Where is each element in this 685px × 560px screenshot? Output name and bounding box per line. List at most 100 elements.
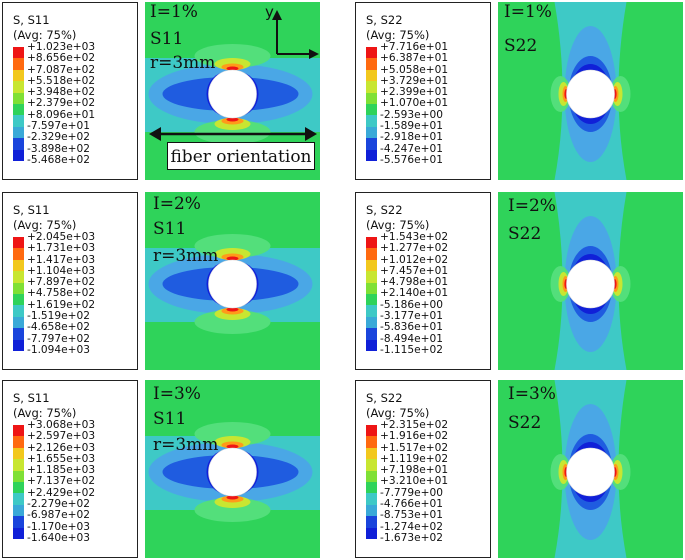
legend-value: +7.457e+01 (380, 264, 449, 277)
legend-value: -8.753e+01 (380, 509, 444, 522)
colorbar-cell (366, 271, 377, 283)
colorbar-cell (366, 293, 377, 306)
load-level-label: I=1% (504, 2, 552, 22)
colorbar-cell (13, 103, 24, 116)
hole (566, 447, 615, 497)
tension-lobe-red (226, 117, 239, 122)
legend-values: +2.045e+03 +1.731e+03 +1.417e+03 +1.104e+03… (27, 231, 96, 356)
colorbar-cell (366, 459, 377, 471)
s11-contour-plot-row1: I=1% S11 r=3mm y x fiber orientation (145, 2, 320, 180)
legend-value: +1.655e+03 (27, 452, 96, 465)
s11-legend-row2: S, S11 (Avg: 75%) +2.045e+03 +1.731e+03 +1.… (2, 192, 138, 370)
legend-value: -2.279e+02 (27, 498, 91, 511)
legend-value: -1.115e+02 (380, 343, 444, 356)
radius-label: r=3mm (153, 435, 219, 455)
legend-value: -1.589e+01 (380, 120, 444, 133)
tension-lobe-red (226, 444, 239, 449)
stress-component-label: S11 (153, 409, 187, 429)
tension-lobe-outer (194, 310, 271, 334)
colorbar-cell (13, 282, 24, 294)
stress-component-label: S22 (504, 36, 538, 56)
fiber-arrowhead-right (305, 127, 317, 141)
colorbar-cell (13, 470, 24, 482)
legend-value: -7.597e+01 (27, 120, 91, 133)
hole (208, 69, 257, 119)
colorbar-cell (366, 259, 377, 272)
legend-value: +3.948e+02 (27, 86, 96, 99)
colorbar-cell (366, 470, 377, 482)
tension-lobe-red (226, 495, 239, 500)
s22-contour-plot-row2: I=2% S22 (498, 192, 683, 370)
legend-value: -4.658e+02 (27, 321, 91, 334)
load-level-label: I=3% (153, 384, 201, 404)
legend-value: +1.023e+03 (27, 41, 96, 53)
tension-lobe-outer (194, 120, 271, 144)
hole (208, 447, 257, 497)
s11-contour-svg (145, 192, 320, 370)
s22-contour-plot-row3: I=3% S22 (498, 380, 683, 558)
colorbar-cell (366, 126, 377, 139)
legend-value: +2.429e+02 (27, 486, 96, 499)
tension-lobe-outer (194, 422, 271, 446)
legend-value: -8.494e+01 (380, 332, 444, 345)
legend-value: +1.104e+03 (27, 264, 96, 277)
legend-value: +7.087e+02 (27, 63, 96, 76)
fiber-orientation-box: fiber orientation (167, 142, 315, 170)
colorbar-cell (13, 259, 24, 272)
colorbar-cell (13, 81, 24, 93)
hole (566, 69, 615, 119)
legend-value: -5.576e+01 (380, 153, 444, 166)
legend-values: +3.068e+03 +2.597e+03 +2.126e+03 +1.655e+03… (27, 419, 96, 544)
legend-value: -1.170e+03 (27, 520, 91, 533)
legend-value: +1.517e+02 (380, 441, 449, 454)
colorbar-cell (366, 282, 377, 294)
legend-value: +4.798e+01 (380, 276, 449, 289)
colorbar-cell (13, 58, 24, 70)
y-axis-arrowhead (272, 10, 282, 20)
legend-value: -4.766e+01 (380, 498, 444, 511)
s11-contour-plot-row3: I=3% S11 r=3mm (145, 380, 320, 558)
colorbar-cell (13, 149, 24, 161)
colorbar-cell (366, 115, 377, 127)
colorbar-cell (366, 237, 377, 249)
legend-value: +1.185e+03 (27, 464, 96, 477)
legend-value: -3.177e+01 (380, 310, 444, 323)
stress-component-label: S22 (508, 224, 542, 244)
legend-header: S, S11 (Avg: 75%) (13, 13, 77, 42)
colorbar-cell (13, 493, 24, 505)
legend-value: -3.898e+02 (27, 142, 91, 155)
stress-component-label: S11 (153, 219, 187, 239)
legend-header: S, S11 (Avg: 75%) (13, 203, 77, 232)
legend-value: +7.198e+01 (380, 464, 449, 477)
s22-legend-row1: S, S22 (Avg: 75%) +7.716e+01 +6.387e+01 +5.… (355, 2, 491, 180)
s11-contour-svg (145, 380, 320, 558)
fiber-arrowhead-left (149, 127, 161, 141)
hole (566, 259, 615, 309)
colorbar-cell (366, 92, 377, 104)
s11-legend-row1: S, S11 (Avg: 75%) +1.023e+03 +8.656e+02 +7.… (2, 2, 138, 180)
colorbar-cell (13, 516, 24, 528)
radius-label: r=3mm (153, 246, 219, 266)
legend-value: +5.058e+01 (380, 63, 449, 76)
colorbar-cell (13, 481, 24, 494)
tension-lobe-red (226, 256, 239, 261)
colorbar-cell (13, 436, 24, 448)
legend-value: +2.315e+02 (380, 419, 449, 431)
legend-value: -2.918e+01 (380, 131, 444, 144)
stress-component-label: S22 (508, 413, 542, 433)
tension-lobe-outer (194, 498, 271, 522)
colorbar-cell (13, 47, 24, 59)
legend-value: +2.045e+03 (27, 231, 96, 243)
legend-values: +7.716e+01 +6.387e+01 +5.058e+01 +3.729e+01… (380, 41, 449, 166)
colorbar-cell (13, 271, 24, 283)
legend-value: -2.593e+00 (380, 108, 444, 121)
s11-contour-plot-row2: I=2% S11 r=3mm (145, 192, 320, 370)
colorbar-cell (13, 248, 24, 260)
s22-contour-svg (498, 192, 683, 370)
radius-label: r=3mm (150, 53, 216, 73)
legend-value: -1.673e+02 (380, 531, 444, 544)
colorbar-cell (13, 92, 24, 104)
colorbar-cell (366, 425, 377, 437)
legend-value: -1.274e+02 (380, 520, 444, 533)
legend-value: -7.779e+00 (380, 486, 444, 499)
